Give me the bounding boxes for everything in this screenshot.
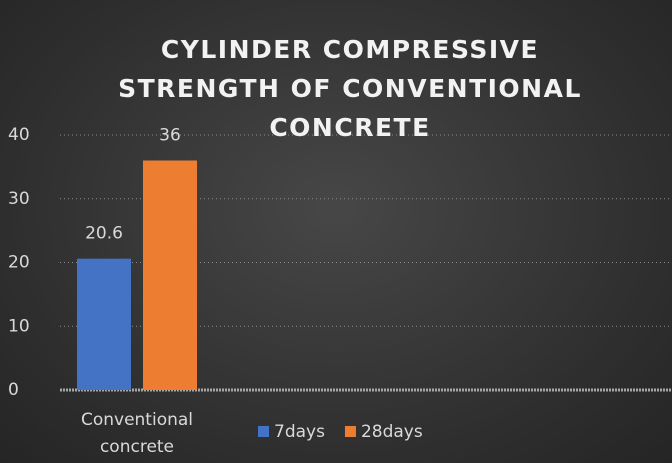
y-tick-label: 30 — [8, 189, 30, 209]
legend-swatch — [344, 426, 356, 437]
legend-label: 28days — [361, 422, 423, 442]
bar — [143, 160, 197, 390]
legend-label: 7days — [274, 422, 325, 442]
legend-swatch — [258, 426, 269, 437]
data-label: 20.6 — [85, 224, 123, 244]
bar — [77, 258, 131, 390]
y-tick-label: 20 — [8, 253, 30, 273]
y-tick-label: 0 — [8, 380, 19, 400]
y-tick-label: 10 — [8, 316, 30, 336]
chart-title: CYLINDER COMPRESSIVE STRENGTH OF CONVENT… — [118, 35, 582, 142]
y-tick-label: 40 — [8, 125, 30, 145]
data-label: 36 — [159, 126, 181, 146]
x-tick-label: Conventional concrete — [80, 410, 194, 457]
